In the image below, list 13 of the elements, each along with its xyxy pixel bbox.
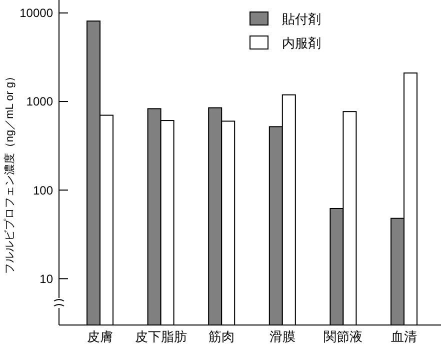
x-tick-label: 筋肉	[208, 329, 235, 344]
y-tick-label: 10000	[20, 6, 54, 20]
x-tick-label: 関節液	[324, 329, 363, 344]
x-tick-label: 皮膚	[87, 329, 113, 344]
legend-label: 内服剤	[282, 36, 321, 51]
y-tick-label: 10	[40, 272, 54, 286]
y-axis-title: フルルビプロフェン濃度（ng／mL or g）	[3, 70, 16, 274]
y-tick-label: 1000	[26, 94, 54, 109]
legend-label: 貼付剤	[282, 12, 321, 27]
x-tick-label: 皮下脂肪	[134, 329, 187, 344]
y-tick-label: 100	[32, 183, 54, 198]
x-tick-label: 血清	[391, 329, 417, 344]
x-tick-label: 滑膜	[269, 329, 296, 344]
